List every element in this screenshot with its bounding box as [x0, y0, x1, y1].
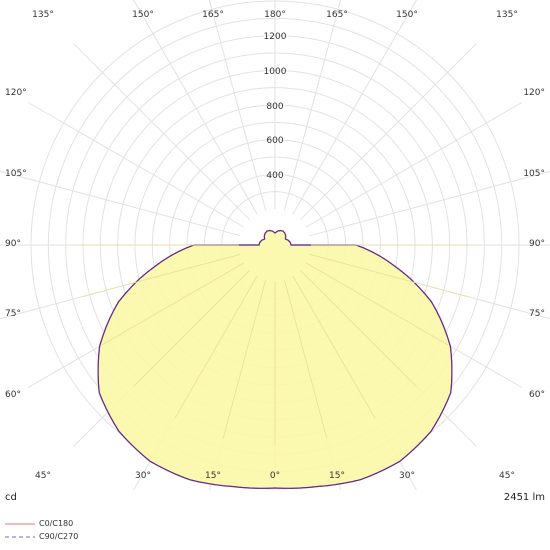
legend-item-c90: C90/C270	[5, 530, 78, 543]
inner-spoke	[81, 253, 241, 298]
angle-label-right: 120°	[523, 88, 545, 98]
legend-label-c0: C0/C180	[39, 519, 74, 528]
angle-label-left: 105°	[5, 169, 27, 179]
angle-label-left: 120°	[5, 88, 27, 98]
angle-label-top: 165°	[326, 10, 348, 20]
inner-spoke	[101, 262, 245, 346]
inner-spoke	[133, 270, 250, 387]
legend-label-c90: C90/C270	[39, 532, 79, 541]
angle-label-top: 150°	[132, 10, 154, 20]
angle-label-bottom: 30°	[135, 471, 151, 481]
polar-luminous-intensity-diagram: 400 600 800 1000 1200 135° 150° 165° 180° 165° 15…	[0, 0, 550, 490]
angle-label-left: 90°	[5, 239, 21, 249]
inner-spoke	[300, 270, 417, 387]
angle-label-top: 165°	[202, 10, 224, 20]
angle-label-left: 60°	[5, 390, 21, 400]
intensity-curves	[75, 229, 475, 489]
angle-label-top: 150°	[396, 10, 418, 20]
angle-labels: 135° 150° 165° 180° 165° 150° 135° 45° 30° 15° 0° 1…	[5, 10, 545, 481]
angle-label-bottom: 15°	[205, 471, 221, 481]
angle-label-bottom: 0°	[270, 471, 280, 481]
grid-spoke	[305, 102, 523, 228]
inner-spoke	[292, 275, 376, 419]
inner-spoke	[309, 253, 469, 298]
legend-swatch-c90	[5, 536, 35, 537]
grid-spoke	[292, 0, 418, 215]
radial-tick-label: 400	[266, 171, 283, 181]
grid-spoke	[309, 170, 550, 237]
angle-label-left: 75°	[5, 309, 21, 319]
curve-c90-c270	[97, 229, 453, 489]
angle-label-top: 180°	[264, 10, 286, 20]
legend-swatch-c0	[5, 523, 35, 524]
inner-spoke	[222, 279, 267, 439]
grid-spoke	[300, 43, 477, 220]
radial-tick-label: 800	[266, 102, 283, 112]
grid-spoke	[132, 0, 258, 215]
angle-label-right: 90°	[529, 239, 545, 249]
grid-spoke	[27, 102, 245, 228]
angle-label-bottom: 45°	[35, 471, 51, 481]
radial-tick-label: 1000	[264, 67, 287, 77]
angle-label-right: 75°	[529, 309, 545, 319]
angle-label-bottom: 15°	[329, 471, 345, 481]
legend-item-c0: C0/C180	[5, 517, 78, 530]
inner-spoke	[174, 275, 258, 419]
radial-tick-label: 1200	[264, 32, 287, 42]
angle-label-right: 105°	[523, 169, 545, 179]
grid-spoke	[208, 0, 267, 211]
radial-unit-label: cd	[5, 492, 17, 503]
angle-label-bottom: 30°	[399, 471, 415, 481]
luminous-flux-label: 2451 lm	[503, 492, 545, 503]
inner-spoke	[283, 279, 328, 439]
grid-spoke	[0, 170, 241, 237]
angle-label-top: 135°	[496, 10, 518, 20]
grid-spoke	[73, 43, 250, 220]
angle-label-bottom: 45°	[499, 471, 515, 481]
grid-spoke	[283, 0, 342, 211]
radial-tick-label: 600	[266, 136, 283, 146]
legend: C0/C180 C90/C270	[5, 517, 78, 543]
angle-label-top: 135°	[32, 10, 54, 20]
radial-tick-labels: 400 600 800 1000 1200	[264, 32, 287, 181]
inner-spoke	[305, 262, 449, 346]
angle-label-right: 60°	[529, 390, 545, 400]
